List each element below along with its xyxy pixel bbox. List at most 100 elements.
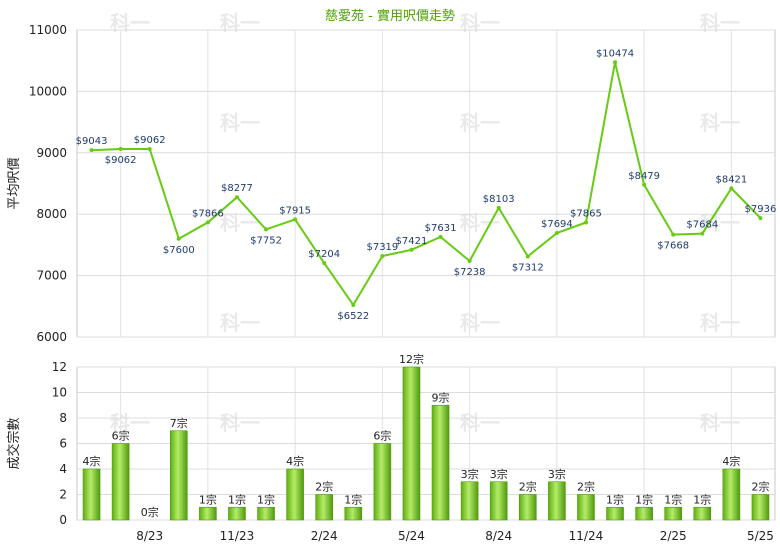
volume-bar	[169, 430, 188, 521]
price-data-label: $7752	[250, 235, 282, 246]
price-y-tick-label: 9000	[36, 146, 67, 160]
watermark-text: 科一	[700, 111, 740, 135]
price-data-label: $7866	[192, 208, 224, 219]
volume-bar	[577, 494, 595, 521]
volume-y-tick-label: 0	[59, 513, 67, 527]
price-data-label: $7684	[686, 220, 718, 231]
volume-y-tick-label: 12	[52, 360, 67, 374]
price-point	[438, 234, 443, 239]
volume-y-tick-label: 8	[59, 411, 67, 425]
volume-bar	[228, 506, 246, 521]
price-data-label: $7238	[454, 267, 486, 278]
x-tick-label: 2/25	[660, 529, 687, 543]
volume-y-tick-label: 2	[59, 488, 67, 502]
volume-bar	[606, 506, 624, 521]
price-data-label: $7865	[570, 208, 602, 219]
volume-data-label: 6宗	[112, 429, 130, 443]
volume-data-label: 4宗	[286, 454, 304, 468]
volume-data-label: 3宗	[548, 467, 566, 481]
volume-y-tick-label: 6	[59, 437, 67, 451]
price-data-label: $7204	[308, 249, 340, 260]
volume-bar	[402, 366, 421, 521]
price-point	[293, 217, 298, 222]
volume-data-label: 2宗	[751, 480, 769, 494]
volume-data-label: 1宗	[228, 492, 246, 506]
volume-y-tick-label: 10	[52, 386, 67, 400]
price-data-label: $9062	[105, 155, 137, 166]
volume-data-label: 1宗	[606, 492, 624, 506]
volume-data-label: 0宗	[141, 505, 159, 519]
price-point	[351, 302, 356, 307]
price-data-label: $7668	[657, 241, 689, 252]
price-data-label: $9062	[134, 135, 166, 146]
watermark-text: 科一	[460, 311, 500, 335]
volume-bar	[111, 443, 130, 521]
watermark-text: 科一	[460, 211, 500, 235]
volume-bar	[722, 468, 741, 521]
volume-bar	[693, 506, 712, 521]
price-plot-area	[76, 29, 776, 338]
x-tick-label: 11/24	[569, 529, 604, 543]
price-point	[758, 216, 763, 221]
price-point	[729, 186, 734, 191]
price-point	[613, 60, 618, 65]
watermark-text: 科一	[700, 211, 740, 235]
volume-bar	[82, 468, 101, 521]
price-point	[700, 231, 705, 236]
price-point	[322, 261, 327, 266]
volume-data-label: 1宗	[344, 492, 362, 506]
watermark-text: 科一	[700, 411, 740, 435]
volume-y-tick-label: 4	[59, 462, 67, 476]
watermark-text: 科一	[110, 411, 150, 435]
price-data-label: $7915	[279, 205, 311, 216]
price-point	[583, 220, 588, 225]
chart-title: 慈愛苑 - 實用呎價走勢	[325, 8, 455, 24]
volume-data-label: 1宗	[199, 492, 217, 506]
watermark-text: 科一	[700, 11, 740, 35]
volume-bar	[199, 506, 217, 521]
watermark-text: 科一	[220, 11, 260, 35]
price-data-label: $7694	[541, 219, 573, 230]
volume-bar	[664, 506, 683, 521]
price-point	[671, 232, 676, 237]
price-point	[118, 146, 123, 151]
price-data-label: $6522	[337, 311, 369, 322]
price-data-label: $10474	[596, 48, 634, 59]
volume-data-label: 2宗	[315, 480, 333, 494]
price-line	[91, 62, 762, 307]
x-tick-label: 5/24	[398, 529, 425, 543]
price-point	[409, 247, 414, 252]
x-tick-label: 5/25	[747, 529, 774, 543]
volume-data-label: 3宗	[461, 467, 479, 481]
volume-bar	[489, 481, 508, 521]
volume-data-label: 1宗	[693, 492, 711, 506]
watermark-text: 科一	[220, 411, 260, 435]
price-y-axis-title: 平均呎價	[7, 157, 22, 209]
price-point	[176, 236, 181, 241]
watermark-text: 科一	[700, 311, 740, 335]
volume-bar	[635, 506, 653, 521]
watermark-text: 科一	[220, 111, 260, 135]
price-y-tick-label: 11000	[29, 23, 67, 37]
volume-data-label: 3宗	[490, 467, 508, 481]
watermark-text: 科一	[220, 311, 260, 335]
price-point	[380, 254, 385, 259]
volume-bar	[751, 494, 770, 521]
price-data-label: $8277	[221, 183, 253, 194]
watermark-text: 科一	[460, 111, 500, 135]
x-tick-label: 11/23	[220, 529, 255, 543]
volume-data-label: 4宗	[83, 454, 101, 468]
volume-data-label: 1宗	[635, 492, 653, 506]
x-tick-label: 2/24	[311, 529, 338, 543]
price-y-tick-label: 7000	[36, 269, 67, 283]
price-data-label: $7936	[745, 204, 777, 215]
price-point	[89, 148, 94, 153]
volume-bar	[431, 404, 450, 521]
x-tick-label: 8/24	[485, 529, 512, 543]
price-point	[642, 182, 647, 187]
x-tick-label: 8/23	[136, 529, 163, 543]
volume-data-label: 6宗	[373, 429, 391, 443]
price-data-label: $8479	[628, 171, 660, 182]
volume-data-label: 1宗	[257, 492, 275, 506]
